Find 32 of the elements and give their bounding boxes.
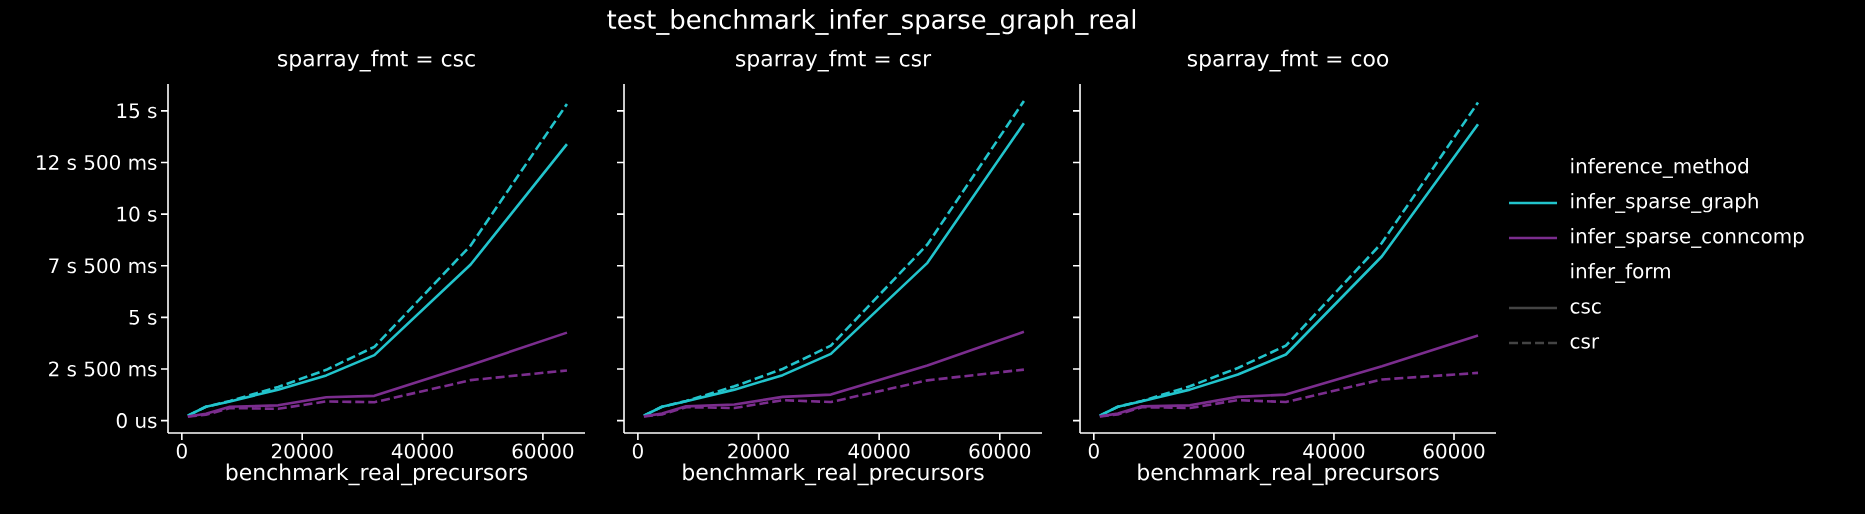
legend-title: inference_method	[1571, 158, 1748, 178]
legend-label: infer_sparse_conncomp	[1571, 228, 1804, 248]
x-tick-label: 40000	[1303, 443, 1365, 459]
x-tick-label: 0	[1088, 443, 1099, 459]
y-tick-label: 7 s 500 ms	[49, 258, 157, 274]
chart-title: test_benchmark_infer_sparse_graph_real	[607, 9, 1136, 35]
x-tick-label: 20000	[271, 443, 333, 459]
x-tick-label: 40000	[848, 443, 910, 459]
x-tick-label: 0	[632, 443, 643, 459]
chart-subtitle: sparray_fmt = coo	[1187, 49, 1389, 72]
y-tick-label: 10 s	[117, 206, 157, 222]
x-tick-label: 20000	[728, 443, 789, 459]
chart-subtitle: sparray_fmt = csc	[278, 49, 475, 72]
x-axis-title: benchmark_real_precursors	[226, 463, 528, 486]
x-tick-label: 20000	[1183, 443, 1245, 459]
text: csr	[1570, 337, 1600, 349]
y-tick-label: 2 s 500 ms	[49, 361, 157, 377]
text: csc	[1570, 302, 1601, 314]
y-tick-label: 15 s	[117, 103, 157, 119]
y-tick-label: 12 s 500 ms	[37, 154, 157, 171]
text: infer_form	[1571, 263, 1670, 283]
x-axis-title: benchmark_real_precursors	[1138, 463, 1439, 486]
chart-subtitle: sparray_fmt = csr	[736, 49, 932, 72]
x-tick-label: 60000	[969, 443, 1031, 459]
x-tick-label: 0	[176, 443, 187, 459]
x-tick-label: 40000	[391, 443, 453, 459]
x-tick-label: 60000	[512, 443, 574, 459]
y-tick-label: 0 us	[116, 413, 157, 429]
x-axis-title: benchmark_real_precursors	[683, 463, 984, 486]
legend-label: infer_sparse_graph	[1571, 193, 1758, 213]
y-tick-label: 5 s	[129, 309, 157, 325]
x-tick-label: 60000	[1423, 443, 1485, 459]
